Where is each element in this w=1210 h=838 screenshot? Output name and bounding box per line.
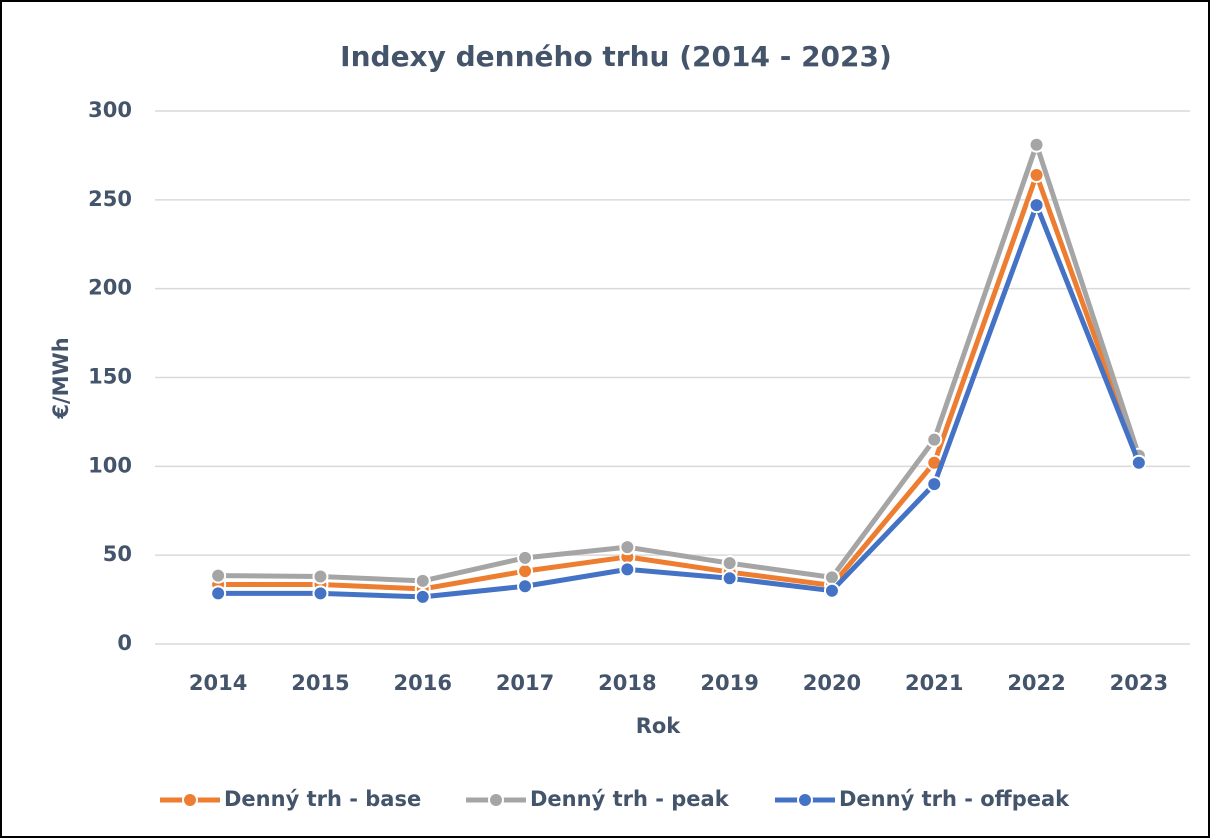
data-point — [619, 539, 636, 556]
y-axis-label: €/MWh — [49, 337, 73, 419]
x-tick-label: 2021 — [905, 671, 963, 695]
x-tick-label: 2022 — [1007, 671, 1065, 695]
y-tick-label: 150 — [88, 365, 132, 389]
x-tick-label: 2018 — [598, 671, 656, 695]
y-tick-label: 0 — [117, 631, 132, 655]
data-point — [312, 568, 329, 585]
y-tick-label: 50 — [103, 542, 132, 566]
x-tick-label: 2019 — [700, 671, 758, 695]
series-line — [218, 172, 1142, 592]
data-point — [1130, 454, 1147, 471]
data-point — [210, 567, 227, 584]
data-point — [1028, 197, 1045, 214]
chart-title: Indexy denného trhu (2014 - 2023) — [340, 40, 892, 73]
y-tick-label: 200 — [88, 276, 132, 300]
legend-label: Denný trh - base — [224, 787, 421, 811]
data-point — [926, 431, 943, 448]
data-point — [721, 570, 738, 587]
legend-marker — [488, 792, 504, 808]
x-tick-label: 2014 — [189, 671, 247, 695]
data-point — [721, 555, 738, 572]
legend-label: Denný trh - peak — [530, 787, 730, 811]
x-tick-label: 2023 — [1110, 671, 1168, 695]
data-point — [619, 561, 636, 578]
x-tick-label: 2020 — [803, 671, 861, 695]
legend-label: Denný trh - offpeak — [839, 787, 1070, 811]
data-point — [1028, 166, 1045, 183]
x-tick-label: 2016 — [394, 671, 452, 695]
data-point — [517, 563, 534, 580]
data-point — [823, 582, 840, 599]
y-tick-label: 100 — [88, 453, 132, 477]
data-point — [210, 585, 227, 602]
data-point — [1028, 136, 1045, 153]
x-axis-label: Rok — [636, 714, 682, 738]
legend-marker — [182, 792, 198, 808]
y-tick-label: 300 — [88, 98, 132, 122]
y-tick-label: 250 — [88, 187, 132, 211]
x-tick-label: 2015 — [291, 671, 349, 695]
series-line — [218, 202, 1142, 600]
legend-marker — [797, 792, 813, 808]
data-point — [517, 549, 534, 566]
x-tick-label: 2017 — [496, 671, 554, 695]
data-point — [517, 578, 534, 595]
data-point — [926, 476, 943, 493]
data-point — [414, 572, 431, 589]
series-line — [218, 142, 1142, 584]
data-point — [414, 588, 431, 605]
data-point — [312, 585, 329, 602]
